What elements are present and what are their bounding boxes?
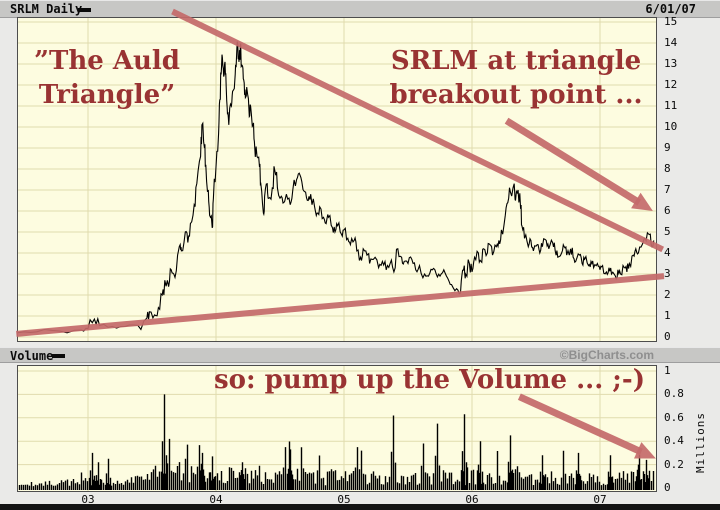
breakout-line2: breakout point ... — [389, 80, 643, 110]
bigcharts-watermark: ©BigCharts.com — [559, 348, 654, 362]
window-bottom-border — [0, 504, 720, 510]
price-panel-titlebar: SRLM Daily 6/01/07 — [0, 0, 720, 18]
price-ytick-label: 11 — [664, 99, 678, 112]
chart-date: 6/01/07 — [645, 2, 696, 16]
volume-ytick-label: 0.6 — [664, 410, 684, 424]
pump-volume-annotation: so: pump up the Volume ... ;-) — [213, 365, 645, 395]
collapse-price-panel-icon[interactable] — [78, 8, 91, 12]
price-ytick-label: 15 — [664, 15, 678, 28]
volume-panel-titlebar: Volume ©BigCharts.com — [0, 347, 720, 363]
price-ytick-label: 10 — [664, 120, 678, 133]
volume-ytick-label: 1 — [664, 364, 671, 377]
year-tick-label: 07 — [593, 493, 607, 506]
year-tick-label: 03 — [81, 493, 95, 506]
collapse-volume-panel-icon[interactable] — [52, 354, 65, 358]
volume-ytick-label: 0.8 — [664, 387, 684, 401]
volume-ytick-label: 0.2 — [664, 457, 684, 471]
price-ytick-label: 6 — [664, 204, 671, 217]
year-tick-label: 05 — [337, 493, 351, 506]
year-tick-label: 06 — [465, 493, 479, 506]
price-ytick-label: 1 — [664, 309, 671, 322]
price-ytick-label: 14 — [664, 36, 678, 49]
auld-triangle-line2: Triangle” — [38, 80, 176, 110]
price-ytick-label: 7 — [664, 183, 671, 196]
auld-triangle-annotation: ”The Auld Triangle” — [12, 44, 202, 112]
price-ytick-label: 13 — [664, 57, 678, 70]
price-ytick-label: 3 — [664, 267, 671, 280]
year-tick-label: 04 — [209, 493, 223, 506]
price-ytick-label: 0 — [664, 330, 671, 343]
auld-triangle-line1: ”The Auld — [34, 46, 180, 76]
volume-panel-title: Volume — [10, 349, 54, 363]
volume-ytick-label: 0 — [664, 481, 671, 494]
volume-units-label: Millions — [694, 412, 707, 473]
price-panel-title: SRLM Daily — [10, 2, 83, 16]
breakout-annotation: SRLM at triangle breakout point ... — [372, 44, 660, 112]
breakout-line1: SRLM at triangle — [390, 46, 642, 76]
price-ytick-label: 9 — [664, 141, 671, 154]
volume-ytick-label: 0.4 — [664, 434, 684, 448]
price-ytick-label: 8 — [664, 162, 671, 175]
price-ytick-label: 5 — [664, 225, 671, 238]
price-ytick-label: 12 — [664, 78, 678, 91]
price-ytick-label: 2 — [664, 288, 671, 301]
price-ytick-label: 4 — [664, 246, 671, 259]
